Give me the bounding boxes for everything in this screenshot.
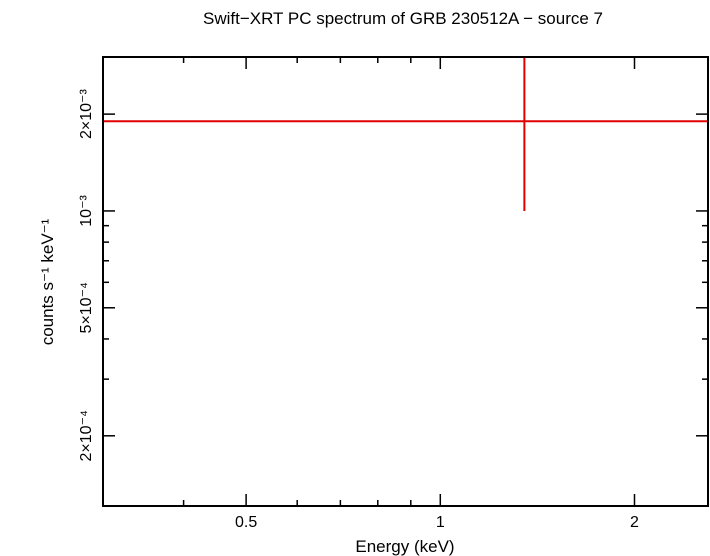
y-axis-label: counts s⁻¹ keV⁻¹ (38, 218, 57, 345)
y-tick-label: 10⁻³ (78, 194, 95, 226)
y-tick-label: 2×10⁻⁴ (78, 410, 95, 461)
axis-ticks (102, 57, 708, 506)
plot-frame (102, 56, 709, 507)
x-axis-label: Energy (keV) (355, 537, 454, 556)
x-tick-label: 1 (436, 514, 445, 531)
y-tick-label: 5×10⁻⁴ (78, 282, 95, 333)
data-layer (103, 57, 708, 211)
x-tick-label: 2 (630, 514, 639, 531)
tick-labels: 0.5 1 2 2×10⁻⁴ 5×10⁻⁴ 10⁻³ 2×10⁻³ (78, 89, 639, 531)
chart-title: Swift−XRT PC spectrum of GRB 230512A − s… (203, 9, 603, 28)
y-tick-label: 2×10⁻³ (78, 89, 95, 139)
x-tick-label: 0.5 (235, 514, 257, 531)
